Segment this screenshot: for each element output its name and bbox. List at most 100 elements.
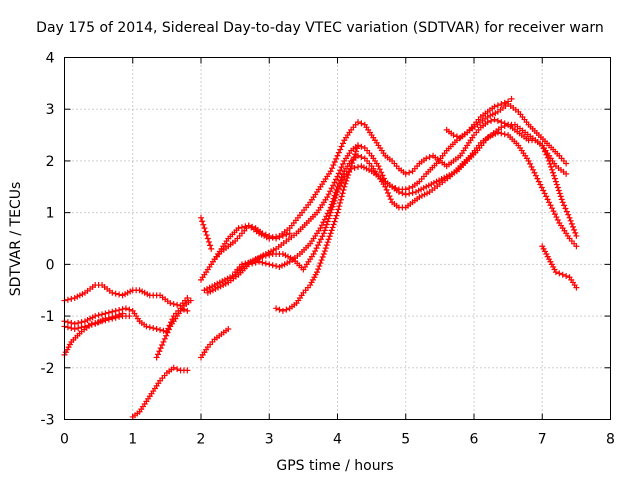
data-point [563,208,570,215]
data-point [567,217,574,224]
data-point [203,232,210,239]
data-point [573,232,580,239]
data-point [491,103,498,110]
data-point [559,271,566,278]
data-point [202,228,209,235]
series-track-n [273,142,361,314]
y-tick-label: 0 [46,257,55,273]
data-point [201,225,208,232]
data-point [75,319,82,326]
data-point [498,119,505,126]
data-point [376,166,383,173]
data-point [75,325,82,332]
data-point [262,252,269,259]
data-point [335,185,342,192]
data-point [535,178,542,185]
data-point [319,254,326,261]
data-point [319,233,326,240]
data-point [88,321,95,328]
y-tick-label: 3 [46,102,55,118]
data-point [491,116,498,123]
data-point [321,227,328,234]
data-point [174,301,181,308]
data-point [109,308,116,315]
data-point [389,183,396,190]
data-point [78,319,85,326]
data-point [345,171,352,178]
data-point [553,214,560,221]
data-point [238,224,245,231]
data-point [337,196,344,203]
data-point [126,306,133,313]
data-point [159,342,166,349]
series-track-a [61,282,191,309]
data-point [334,173,341,180]
data-point [335,206,342,213]
data-point [269,234,276,241]
data-point [64,324,71,331]
data-point [160,338,167,345]
data-point [259,253,266,260]
data-point [155,351,162,358]
data-point [498,130,505,137]
data-point [105,309,112,316]
data-point [322,224,329,231]
data-point [556,270,563,277]
series-track-j [201,129,580,294]
data-point [112,307,119,314]
data-point [406,185,413,192]
data-point [68,319,75,326]
data-point [161,335,168,342]
data-point [198,214,204,221]
data-point [453,133,460,140]
data-point [105,314,112,321]
data-point [164,329,171,336]
series-track-c [61,313,133,358]
data-point [508,95,515,102]
series-track-g [198,214,215,252]
x-tick-label: 0 [60,432,69,448]
data-point [550,208,557,215]
data-point [329,224,336,231]
data-point [549,166,555,173]
data-point [327,188,334,195]
data-point [78,324,85,331]
data-point [563,170,570,177]
data-point [358,143,365,150]
y-tick-label: -1 [41,309,55,325]
y-tick-label: -2 [41,361,55,377]
data-point [358,120,365,127]
data-point [558,196,565,203]
data-point [68,325,75,332]
data-point [146,324,153,331]
data-point [269,262,276,269]
data-point [543,193,550,200]
data-point [349,160,356,167]
data-point [320,230,327,237]
data-point [99,311,106,318]
data-point [249,223,256,230]
data-point [276,306,283,313]
data-point [494,102,501,109]
data-point [266,261,273,268]
data-point [329,165,336,172]
data-point [332,215,339,222]
data-point [205,238,212,245]
data-point [562,205,569,212]
data-point [553,181,560,188]
data-point [150,325,157,332]
data-point [174,366,181,373]
data-point [325,215,332,222]
data-point [225,326,232,332]
data-point [321,248,328,255]
plot-frame [64,57,611,420]
data-point [540,187,547,194]
chart-title: Day 175 of 2014, Sidereal Day-to-day VTE… [36,20,604,36]
data-point [571,226,578,233]
data-point [338,193,345,200]
data-point [354,142,361,149]
data-point [343,177,350,184]
data-point [337,182,344,189]
x-axis-label: GPS time / hours [276,458,393,474]
data-point [156,348,163,355]
